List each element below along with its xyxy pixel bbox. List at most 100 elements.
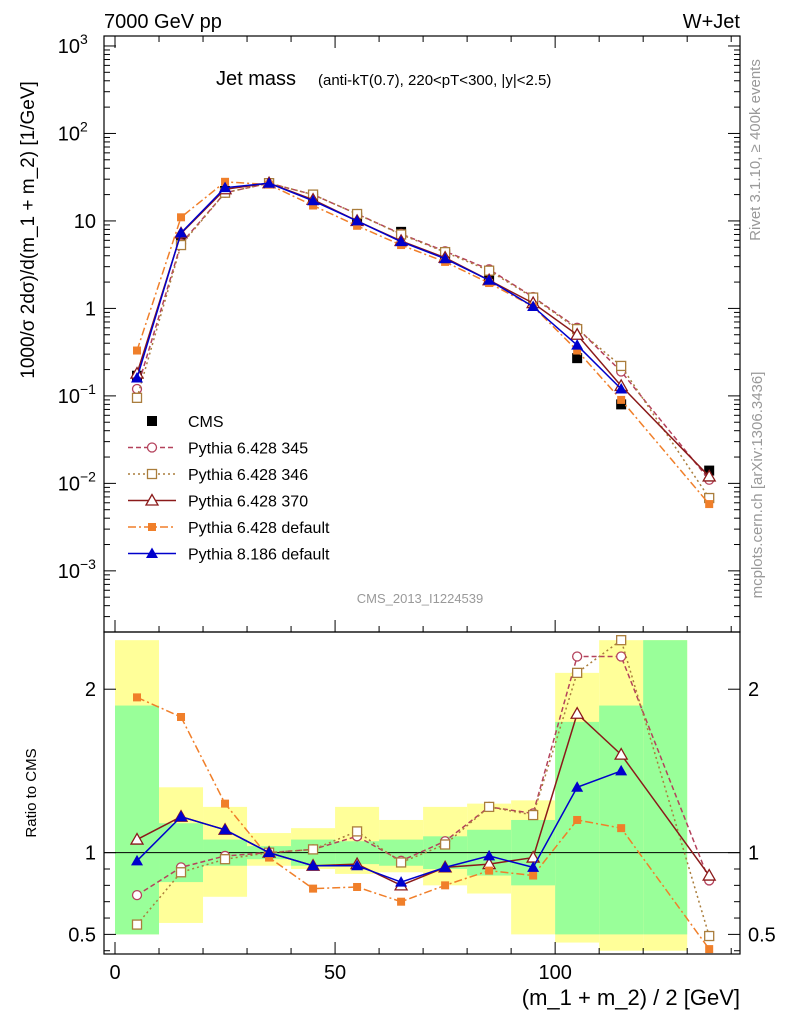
y-tick-label: 10	[58, 561, 80, 583]
y-tick-exponent: 2	[80, 118, 88, 134]
series-line-pythia-6-428-345	[136, 182, 710, 481]
analysis-label: CMS_2013_I1224539	[357, 591, 484, 606]
ratio-point-pythia-8-186-default	[483, 849, 496, 861]
ratio-point-pythia-6-428-default	[265, 853, 274, 862]
y-tick-label: 10	[58, 36, 80, 58]
ratio-point-pythia-6-428-346	[704, 930, 715, 942]
ratio-point-pythia-8-186-default	[615, 764, 628, 776]
y-tick-label: 10	[58, 123, 80, 145]
ratio-point-pythia-6-428-default	[177, 712, 186, 721]
ratio-point-pythia-6-428-default	[133, 693, 142, 702]
legend-marker	[146, 442, 158, 453]
ratio-point-pythia-6-428-default	[441, 881, 450, 890]
x-tick-label: 0	[109, 962, 120, 984]
series-point-pythia-8-186-default	[351, 214, 364, 226]
y-axis-label: 1000/σ 2dσ)/d(m_1 + m_2) [1/GeV]	[18, 81, 39, 379]
ratio-tick-label: 0.5	[68, 924, 96, 946]
ratio-point-pythia-6-428-default	[573, 815, 582, 824]
ratio-point-pythia-6-428-default	[309, 884, 318, 893]
legend-label: Pythia 6.428 345	[188, 441, 308, 458]
ratio-point-pythia-6-428-346	[351, 826, 363, 837]
process-label: W+Jet	[683, 11, 741, 33]
y-tick-label: 1	[85, 298, 96, 320]
chart-title: Jet mass	[216, 68, 296, 90]
y-tick-label: 10	[74, 211, 96, 233]
ratio-tick-label: 0.5	[748, 924, 776, 946]
ratio-point-pythia-6-428-346	[483, 801, 495, 813]
series-line-pythia-6-428-370	[136, 182, 710, 477]
series-point-pythia-8-186-default	[527, 300, 540, 312]
series-point-pythia-6-428-346	[175, 239, 187, 251]
legend-label: CMS	[188, 414, 224, 431]
series-point-pythia-8-186-default	[483, 274, 496, 285]
x-tick-label: 100	[538, 962, 571, 984]
ratio-point-pythia-6-428-default	[529, 871, 538, 880]
series-point-pythia-8-186-default	[219, 181, 232, 193]
ratio-point-pythia-6-428-370	[129, 832, 145, 845]
uncertainty-band-inner	[599, 705, 644, 935]
ratio-tick-label: 1	[85, 843, 96, 865]
ratio-point-pythia-6-428-345	[131, 890, 143, 901]
series-point-pythia-8-186-default	[263, 177, 276, 188]
legend-marker	[144, 493, 160, 506]
ratio-point-pythia-6-428-346	[439, 839, 451, 850]
series-point-pythia-6-428-default	[309, 201, 318, 210]
ratio-point-pythia-6-428-default	[705, 945, 714, 954]
y-tick-label: 10	[58, 386, 80, 408]
ratio-point-pythia-8-186-default	[175, 810, 188, 822]
ratio-point-pythia-6-428-345	[571, 651, 583, 662]
legend-label: Pythia 8.186 default	[188, 547, 330, 564]
ratio-point-pythia-6-428-346	[219, 854, 231, 865]
series-point-pythia-8-186-default	[175, 226, 188, 238]
legend-label: Pythia 6.428 default	[188, 520, 330, 537]
ratio-point-pythia-8-186-default	[395, 876, 408, 887]
x-tick-label: 50	[324, 962, 346, 984]
series-point-pythia-6-428-default	[177, 213, 186, 222]
ratio-point-pythia-8-186-default	[351, 859, 364, 871]
series-point-pythia-6-428-default	[705, 500, 714, 509]
series-point-pythia-6-428-346	[131, 392, 143, 403]
legend-marker	[146, 547, 158, 558]
ratio-point-pythia-6-428-346	[616, 635, 627, 646]
cms-data-point	[616, 399, 627, 410]
uncertainty-band-inner	[555, 721, 600, 935]
y-tick-exponent: −3	[80, 556, 96, 572]
ratio-tick-label: 2	[748, 679, 759, 701]
ratio-point-pythia-6-428-370	[702, 868, 717, 881]
ratio-point-pythia-8-186-default	[131, 854, 144, 866]
main-frame	[103, 35, 741, 633]
ratio-point-pythia-6-428-346	[527, 809, 539, 821]
ratio-point-pythia-8-186-default	[571, 781, 584, 792]
series-point-pythia-8-186-default	[615, 382, 628, 394]
ratio-point-pythia-8-186-default	[219, 823, 232, 835]
chart-subtitle: (anti-kT(0.7), 220<pT<300, |y|<2.5)	[318, 72, 551, 89]
series-point-pythia-8-186-default	[571, 339, 584, 350]
series-point-pythia-6-428-default	[133, 346, 142, 355]
legend-label: Pythia 6.428 346	[188, 467, 308, 484]
series-point-pythia-8-186-default	[439, 252, 452, 264]
ratio-point-pythia-6-428-default	[485, 866, 494, 875]
series-point-pythia-6-428-default	[353, 221, 362, 230]
ratio-point-pythia-6-428-default	[617, 824, 626, 833]
ratio-point-pythia-6-428-346	[175, 867, 187, 878]
rivet-label: Rivet 3.1.10, ≥ 400k events	[747, 59, 764, 241]
ratio-point-pythia-6-428-346	[571, 667, 583, 679]
legend-marker	[148, 523, 156, 531]
ratio-point-pythia-6-428-370	[614, 747, 629, 760]
ratio-point-pythia-6-428-346	[395, 857, 407, 868]
ratio-tick-label: 1	[748, 843, 759, 865]
y-tick-label: 10	[58, 473, 80, 495]
series-point-pythia-8-186-default	[307, 194, 320, 206]
ratio-point-pythia-6-428-default	[221, 799, 230, 808]
ratio-point-pythia-8-186-default	[439, 861, 452, 872]
ratio-point-pythia-6-428-default	[397, 897, 406, 906]
y-tick-exponent: −1	[80, 381, 96, 397]
ratio-point-pythia-6-428-370	[570, 706, 585, 719]
ratio-point-pythia-6-428-default	[353, 882, 362, 891]
ratio-axis-label: Ratio to CMS	[23, 748, 40, 837]
legend-label: Pythia 6.428 370	[188, 494, 308, 511]
ratio-point-pythia-8-186-default	[307, 859, 320, 871]
legend-marker	[147, 416, 157, 426]
ratio-point-pythia-8-186-default	[527, 861, 540, 872]
